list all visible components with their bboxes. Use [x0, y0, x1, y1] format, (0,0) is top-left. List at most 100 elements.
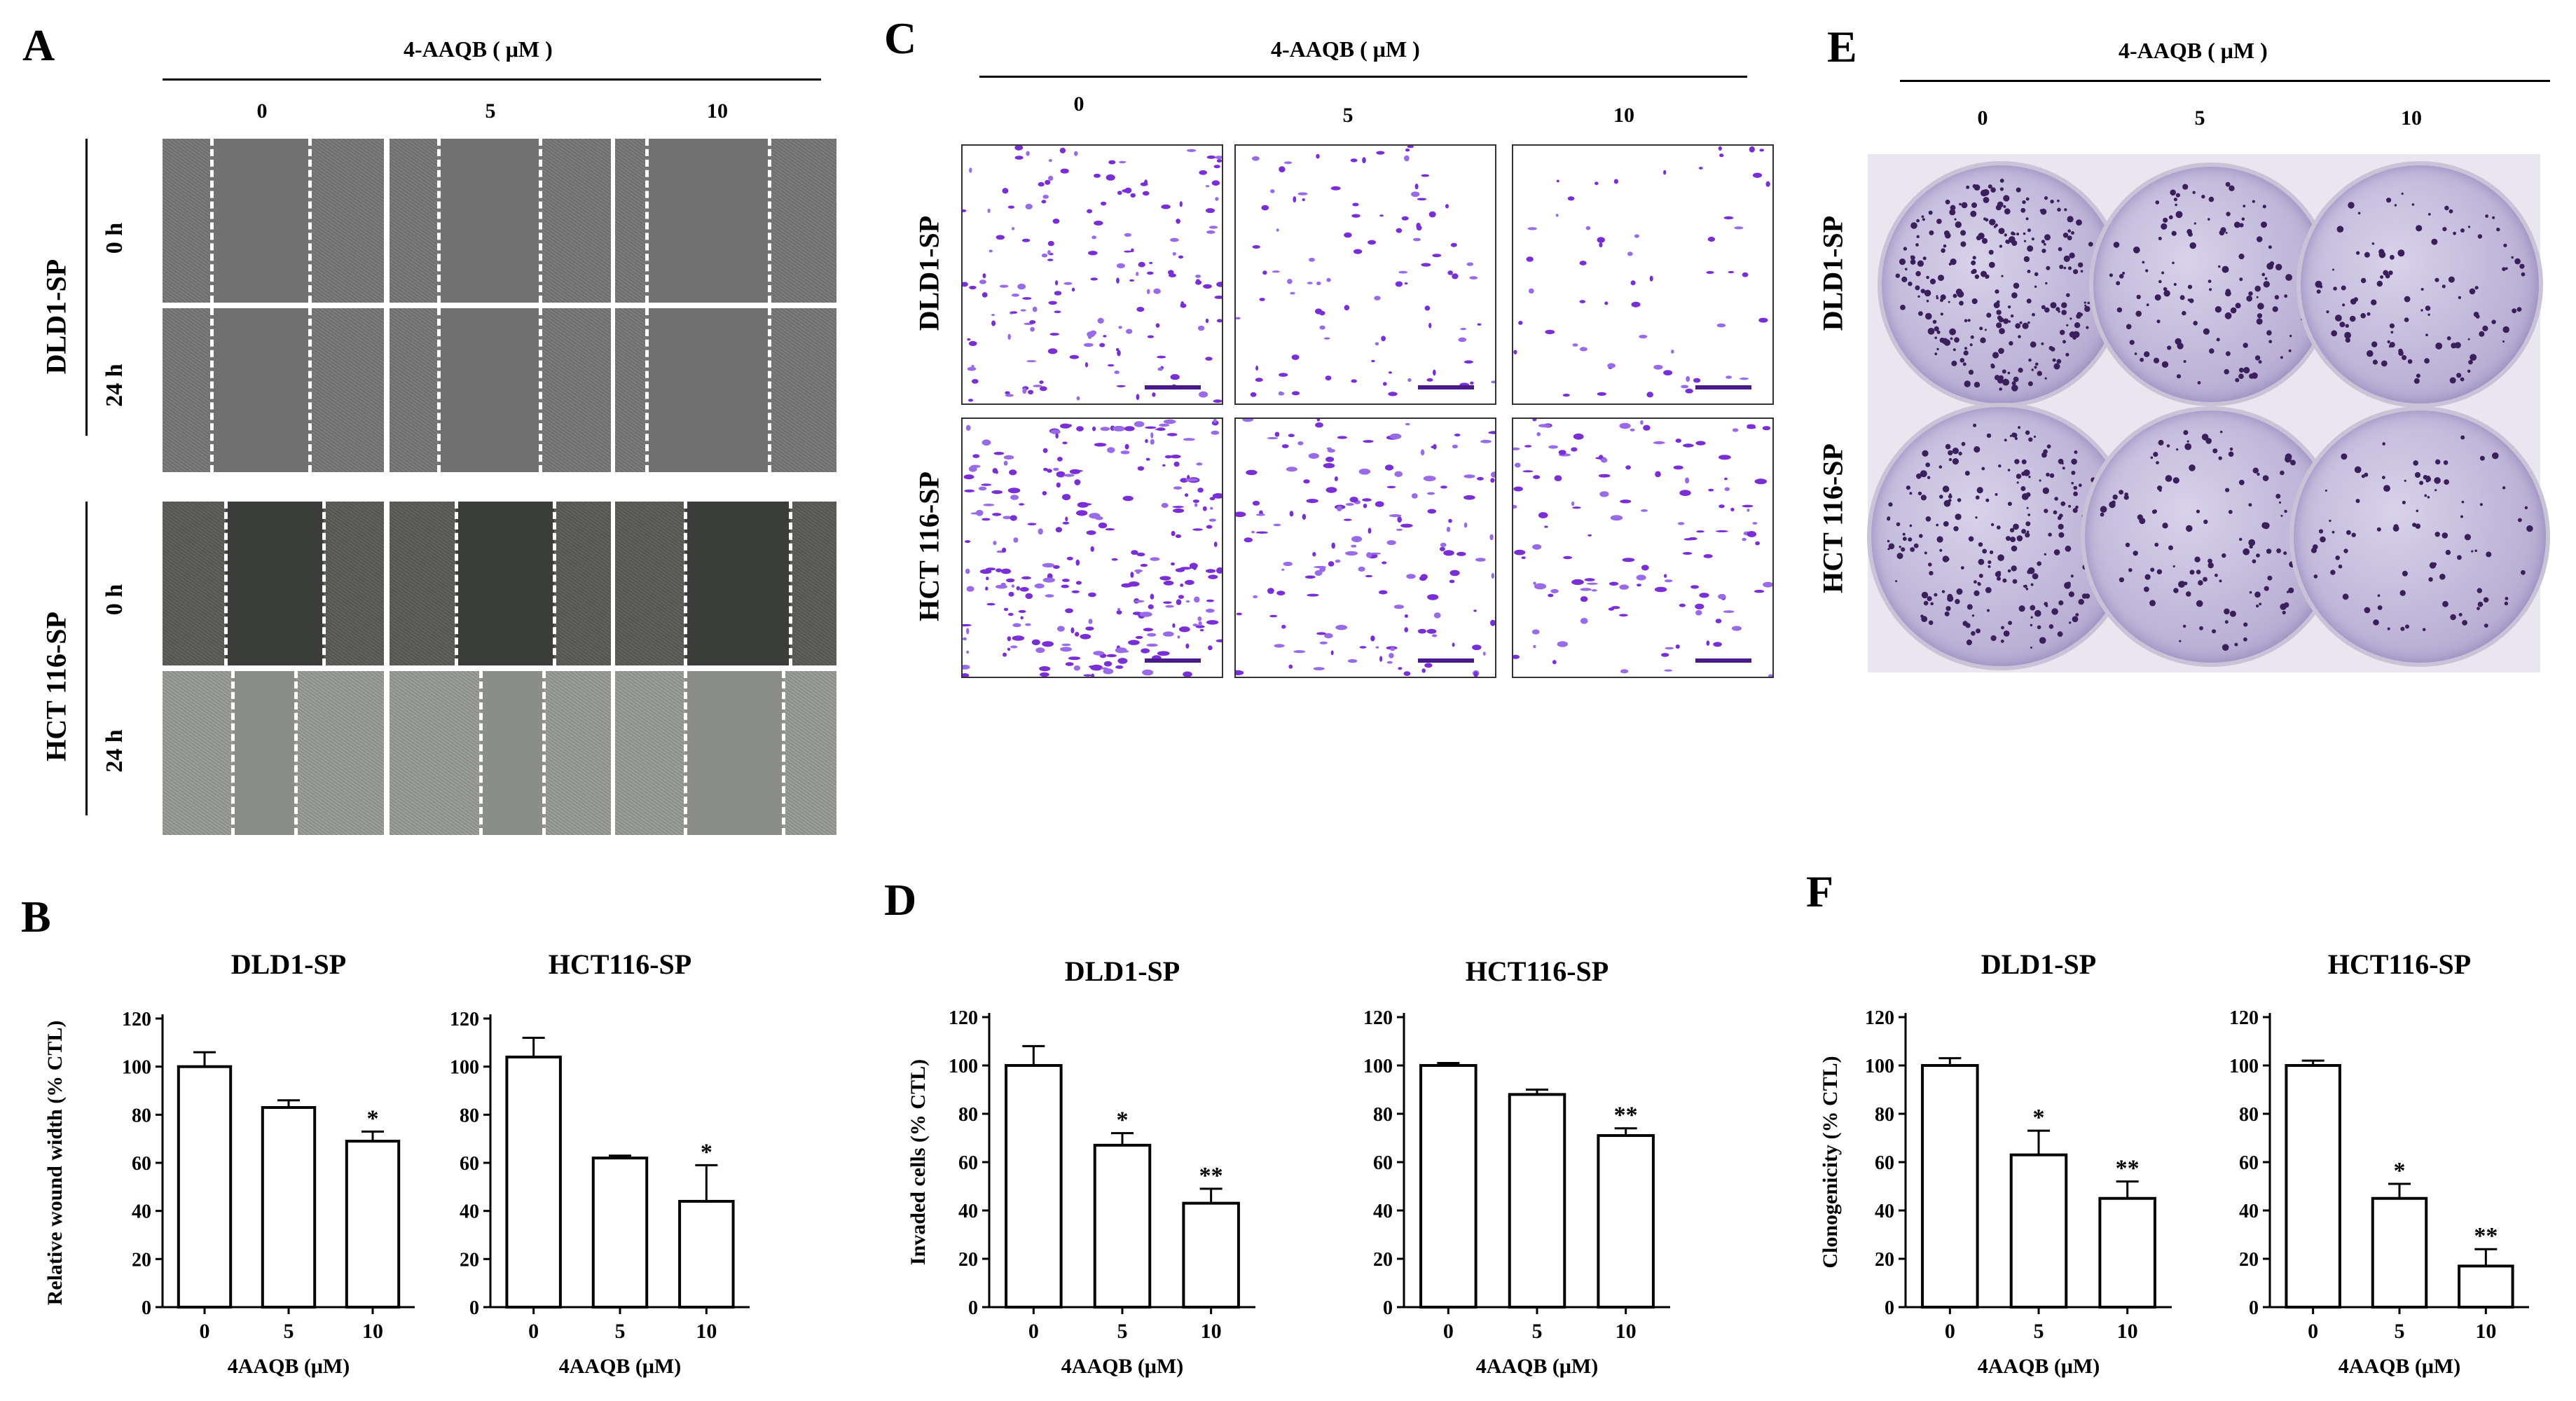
colony	[1980, 337, 1986, 343]
colony	[1963, 350, 1969, 356]
invaded-cells-texture	[963, 419, 1222, 677]
invaded-cell	[1165, 605, 1174, 608]
colony	[1981, 270, 1987, 277]
invaded-cell	[1179, 201, 1183, 207]
colony	[2179, 640, 2182, 642]
panel-e-treatment-title: 4-AAQB ( μM )	[2119, 38, 2268, 63]
colony	[2502, 486, 2506, 490]
invaded-cell	[1203, 284, 1212, 289]
invaded-cell	[1335, 559, 1341, 563]
colony	[1938, 275, 1944, 282]
colony	[2257, 472, 2260, 476]
scale-bar	[1145, 385, 1201, 389]
colony	[1924, 551, 1927, 555]
colony	[2414, 471, 2421, 478]
colony	[2479, 331, 2485, 337]
colony	[2238, 367, 2244, 373]
invaded-cell	[1208, 226, 1218, 229]
colony	[2007, 371, 2011, 375]
invaded-cell	[1161, 502, 1169, 509]
invaded-cell	[1379, 590, 1388, 595]
colony	[1949, 493, 1952, 496]
colony	[2048, 624, 2054, 629]
colony	[1928, 210, 1933, 215]
colony	[2028, 437, 2033, 442]
colony	[2388, 345, 2392, 348]
invaded-cell	[966, 628, 970, 635]
colony	[1929, 571, 1934, 576]
invaded-cell	[1395, 281, 1403, 287]
invaded-cell	[1173, 508, 1185, 513]
invaded-cell	[1194, 596, 1200, 603]
y-tick-label-f-dld1-0: 0	[1885, 1297, 1894, 1319]
invaded-cell	[1452, 444, 1458, 449]
colony	[2027, 381, 2033, 387]
colony	[2023, 232, 2026, 235]
colony	[1962, 362, 1967, 366]
bar-f-hct116-5	[2371, 1196, 2428, 1309]
colony	[2492, 452, 2499, 460]
colony	[2050, 200, 2054, 204]
invaded-cell	[1206, 208, 1215, 214]
colony	[2025, 532, 2030, 538]
colony	[1940, 298, 1943, 303]
invaded-cell	[1350, 158, 1358, 163]
colony	[1910, 222, 1917, 229]
invaded-cell	[1440, 485, 1447, 489]
colony	[1968, 369, 1974, 375]
invaded-cell	[1397, 516, 1402, 523]
invaded-cell	[1363, 440, 1374, 443]
colony	[1917, 491, 1922, 496]
invaded-cell	[1456, 551, 1466, 556]
colony	[2076, 219, 2082, 226]
wound-edge-right	[542, 671, 546, 835]
panel-a-conc-5: 5	[485, 99, 496, 123]
colony	[2165, 475, 2172, 482]
colony	[1959, 301, 1964, 306]
wound-image-r2-c1	[390, 502, 611, 665]
invaded-cell	[1708, 488, 1714, 492]
panel-a-title-rule	[163, 78, 821, 81]
colony	[2484, 623, 2488, 628]
wound-gap	[439, 308, 540, 472]
chart-title-d-dld1: DLD1-SP	[1065, 955, 1180, 987]
colony	[2380, 275, 2384, 279]
invaded-cell	[1601, 457, 1608, 463]
colony	[2367, 350, 2374, 357]
colony	[2058, 513, 2063, 518]
colony	[2177, 343, 2184, 350]
colony	[1941, 338, 1948, 345]
panel-c-conc-0: 0	[1073, 92, 1084, 116]
colony	[1974, 446, 1981, 453]
colony	[2199, 626, 2203, 630]
colony	[2119, 274, 2124, 279]
colony	[2278, 501, 2282, 504]
invaded-cell	[1664, 574, 1667, 578]
colony	[2198, 580, 2203, 586]
colony	[2003, 195, 2010, 202]
colony	[1895, 580, 1898, 583]
colony	[2458, 296, 2462, 299]
colony	[2068, 504, 2072, 508]
colony	[2025, 431, 2030, 435]
colony	[1999, 179, 2004, 183]
colony	[2516, 307, 2522, 312]
colony	[1936, 296, 1939, 300]
invaded-cell	[1157, 367, 1163, 371]
colony	[2249, 373, 2254, 379]
invaded-cell	[1730, 507, 1735, 511]
invaded-cell	[1213, 541, 1218, 547]
colony	[2061, 310, 2067, 315]
colony	[2021, 529, 2027, 534]
colony	[2268, 245, 2272, 249]
colony	[1977, 581, 1981, 585]
invaded-cell	[1446, 527, 1451, 532]
invaded-cell	[1351, 379, 1357, 383]
colony	[2163, 290, 2170, 297]
invaded-cell	[1679, 490, 1691, 497]
colony	[2071, 471, 2076, 475]
colony	[2474, 286, 2479, 290]
colony	[2239, 223, 2244, 228]
colony	[2335, 555, 2340, 560]
colony	[2345, 338, 2350, 343]
